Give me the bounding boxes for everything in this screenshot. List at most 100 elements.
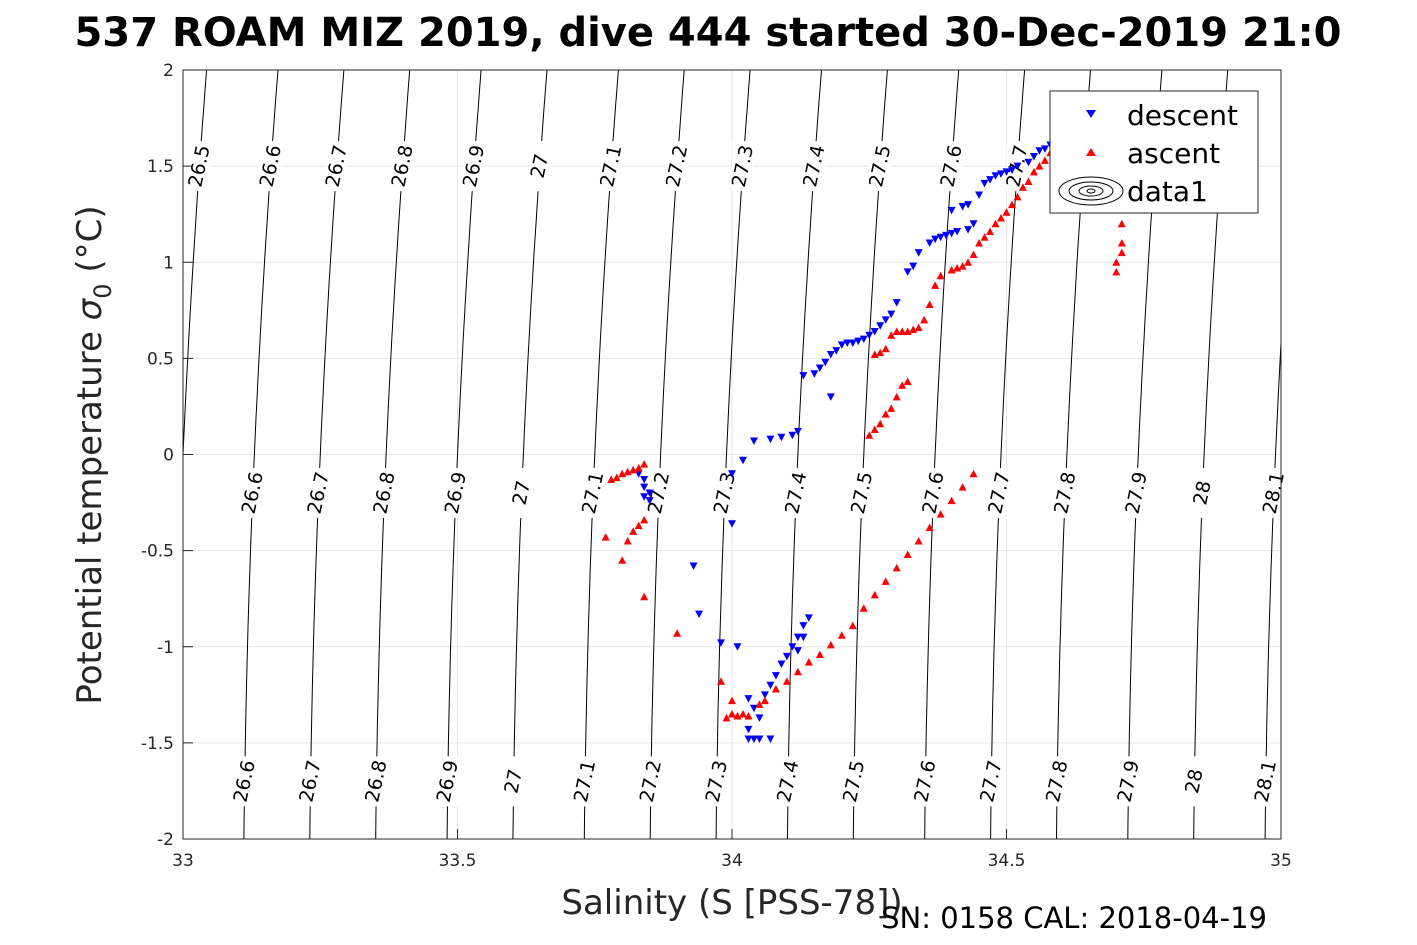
x-axis-ticks: 33 33.5 34 34.5 35 bbox=[172, 829, 1292, 871]
y-axis-label-subscript: 0 bbox=[89, 283, 117, 298]
ascent-point bbox=[931, 281, 940, 289]
legend: descent ascent data1 bbox=[1049, 90, 1259, 214]
descent-point bbox=[947, 229, 956, 238]
isopycnal-label-bg bbox=[259, 141, 282, 192]
isopycnal-label: 28 bbox=[1181, 767, 1208, 795]
ascent-point bbox=[744, 711, 753, 720]
descent-point bbox=[1040, 145, 1049, 153]
descent-point bbox=[689, 562, 698, 571]
x-tick-label: 34.5 bbox=[988, 851, 1026, 871]
isopycnal-label-bg bbox=[705, 756, 728, 807]
ascent-point bbox=[975, 239, 984, 247]
ascent-point bbox=[826, 640, 835, 649]
descent-point bbox=[997, 170, 1006, 178]
descent-point bbox=[645, 489, 654, 497]
descent-point bbox=[766, 681, 775, 690]
ascent-point bbox=[1117, 239, 1126, 247]
ascent-point bbox=[640, 592, 649, 601]
isopycnal-label-bg bbox=[914, 756, 937, 807]
descent-point bbox=[953, 227, 962, 236]
y-tick-label: -0.5 bbox=[141, 542, 174, 562]
ascent-point bbox=[969, 469, 978, 478]
descent-point bbox=[865, 331, 874, 340]
descent-point bbox=[793, 427, 802, 436]
isopycnal-label-bg bbox=[785, 467, 808, 518]
descent-point bbox=[810, 370, 819, 378]
isopycnal-label-bg bbox=[462, 141, 485, 192]
ascent-point bbox=[986, 227, 995, 235]
isopycnal-label: 27 bbox=[508, 479, 535, 507]
isopycnal-label-bg bbox=[528, 141, 551, 192]
isopycnal-label-bg bbox=[233, 756, 256, 807]
ascent-point bbox=[887, 331, 896, 339]
descent-point bbox=[777, 433, 786, 442]
descent-point bbox=[947, 206, 956, 215]
ascent-point bbox=[623, 537, 632, 545]
descent-point bbox=[744, 695, 753, 703]
ascent-point bbox=[920, 315, 929, 324]
descent-point bbox=[1013, 162, 1022, 171]
ascent-point bbox=[980, 233, 989, 241]
isopycnal-label-bg bbox=[988, 467, 1011, 518]
descent-point bbox=[903, 268, 912, 276]
y-tick-label: -1.5 bbox=[141, 734, 174, 754]
legend-descent-label: descent bbox=[1127, 99, 1238, 132]
descent-point bbox=[755, 714, 764, 722]
ascent-point bbox=[892, 392, 901, 401]
descent-point bbox=[958, 202, 967, 211]
ascent-point bbox=[870, 590, 879, 599]
ascent-point bbox=[876, 348, 885, 357]
y-axis-label-main: Potential temperature bbox=[70, 320, 110, 704]
ascent-point bbox=[722, 713, 731, 722]
ascent-point bbox=[771, 685, 780, 693]
isopycnal-label-bg bbox=[1254, 756, 1277, 807]
y-axis-label-sigma: σ bbox=[70, 297, 110, 320]
ascent-point bbox=[1112, 267, 1121, 276]
isopycnal-label-bg bbox=[869, 141, 892, 192]
descent-point bbox=[942, 231, 951, 240]
ascent-point bbox=[958, 483, 967, 491]
ascent-point bbox=[925, 523, 934, 532]
ascent-point bbox=[881, 577, 890, 585]
ascent-point bbox=[618, 556, 627, 564]
descent-point bbox=[991, 172, 1000, 180]
ascent-point bbox=[1024, 177, 1033, 186]
y-axis-label-unit: (°C) bbox=[70, 205, 110, 283]
descent-point bbox=[815, 364, 824, 372]
ascent-point bbox=[958, 262, 967, 270]
ascent-point bbox=[1117, 248, 1126, 257]
isopycnal-label-bg bbox=[510, 467, 533, 518]
y-tick-label: 1 bbox=[163, 253, 174, 273]
descent-point bbox=[640, 493, 649, 501]
isopycnal-label-bg bbox=[803, 141, 826, 192]
ascent-point bbox=[914, 323, 923, 332]
descent-point bbox=[744, 735, 753, 744]
isopycnal-label-bg bbox=[1262, 467, 1285, 518]
isopycnal-label-bg bbox=[639, 756, 662, 807]
ascent-point bbox=[634, 521, 643, 530]
descent-point bbox=[1002, 168, 1011, 176]
isopycnal-label-bg bbox=[188, 141, 211, 192]
isopycnal-label-bg bbox=[940, 141, 963, 192]
descent-point bbox=[821, 358, 830, 367]
ascent-point bbox=[909, 325, 918, 334]
isopycnal-label-bg bbox=[600, 141, 623, 192]
isopycnal-label-bg bbox=[1046, 756, 1069, 807]
isopycnal-label-bg bbox=[777, 756, 800, 807]
isopycnal-label-bg bbox=[1191, 467, 1214, 518]
ascent-point bbox=[881, 410, 890, 418]
ascent-point bbox=[1002, 208, 1011, 216]
descent-point bbox=[843, 339, 852, 347]
ascent-point bbox=[728, 710, 736, 718]
descent-point bbox=[749, 704, 758, 713]
isopycnal-label-bg bbox=[1117, 756, 1140, 807]
descent-point bbox=[887, 310, 896, 319]
legend-data1-label: data1 bbox=[1127, 175, 1208, 208]
ascent-point bbox=[728, 696, 736, 705]
descent-point bbox=[777, 660, 786, 669]
ascent-point bbox=[953, 264, 962, 272]
descent-point bbox=[986, 176, 995, 184]
descent-point bbox=[771, 672, 780, 680]
descent-point bbox=[799, 622, 808, 630]
isopycnal-label-bg bbox=[444, 467, 467, 518]
